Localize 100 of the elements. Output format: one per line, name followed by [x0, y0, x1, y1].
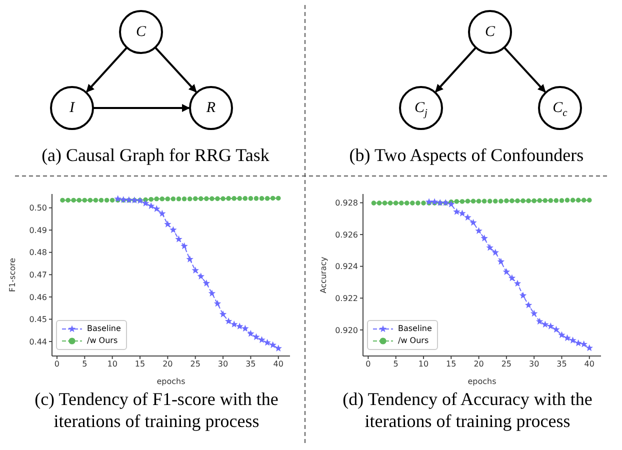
- point: [476, 198, 482, 204]
- point: [252, 333, 260, 340]
- point: [460, 199, 465, 204]
- point: [430, 198, 438, 206]
- point: [376, 200, 382, 206]
- point: [269, 341, 276, 348]
- point: [180, 242, 188, 250]
- point: [570, 198, 576, 203]
- point: [220, 196, 226, 202]
- point: [393, 200, 398, 206]
- x-tick-label: 35: [556, 360, 567, 369]
- graph-node: R: [189, 86, 233, 130]
- y-tick-label: 0.48: [29, 248, 47, 258]
- point: [192, 266, 199, 274]
- y-tick-label: 0.928: [335, 198, 358, 208]
- point: [247, 330, 254, 337]
- graph-node: C: [468, 10, 512, 54]
- point: [242, 324, 249, 332]
- legend-label: Baseline: [398, 323, 432, 335]
- point: [259, 196, 264, 201]
- point: [264, 196, 270, 201]
- point: [454, 199, 460, 204]
- point: [482, 198, 487, 204]
- point: [453, 208, 460, 215]
- y-axis-title: F1-score: [8, 258, 17, 292]
- x-tick-label: 5: [393, 360, 398, 369]
- point: [160, 196, 165, 202]
- x-tick-label: 40: [273, 360, 284, 369]
- y-tick-label: 0.44: [29, 337, 47, 346]
- point: [530, 310, 538, 317]
- point: [398, 200, 404, 206]
- point: [214, 300, 222, 307]
- point: [76, 198, 82, 203]
- y-tick-label: 0.46: [29, 292, 47, 302]
- point: [276, 196, 281, 201]
- y-tick-label: 0.50: [29, 204, 47, 213]
- point: [165, 196, 170, 202]
- point: [232, 196, 236, 201]
- point: [170, 196, 176, 202]
- point: [93, 198, 98, 203]
- point: [532, 198, 536, 204]
- point: [547, 322, 554, 330]
- point: [502, 268, 510, 275]
- point: [274, 344, 282, 352]
- point: [208, 290, 216, 296]
- point: [487, 198, 492, 204]
- y-tick-label: 0.926: [335, 230, 358, 240]
- point: [498, 198, 504, 204]
- point: [580, 340, 588, 348]
- point: [176, 196, 182, 202]
- x-tick-label: 10: [418, 360, 429, 369]
- graph-node: C$_{c}$: [538, 86, 582, 130]
- point: [404, 200, 410, 206]
- x-tick-label: 15: [446, 360, 456, 369]
- point: [226, 196, 231, 201]
- point: [371, 200, 376, 206]
- point: [224, 317, 232, 324]
- point: [236, 322, 244, 330]
- point: [470, 218, 477, 226]
- text: (a) Causal Graph for RRG Task: [40, 145, 270, 166]
- point: [542, 320, 549, 328]
- point: [170, 226, 177, 233]
- point: [537, 198, 542, 203]
- point: [187, 196, 192, 202]
- point: [586, 198, 592, 203]
- point: [410, 200, 415, 206]
- x-tick-label: 10: [107, 360, 118, 369]
- point: [574, 339, 582, 346]
- point: [382, 200, 388, 206]
- x-axis-title: epochs: [156, 377, 186, 386]
- legend-label: /w Ours: [398, 335, 429, 347]
- point: [182, 196, 187, 202]
- point: [586, 344, 593, 352]
- point: [510, 198, 514, 204]
- point: [470, 198, 476, 204]
- x-tick-label: 5: [82, 360, 88, 369]
- point: [475, 227, 482, 234]
- x-tick-label: 20: [474, 360, 484, 369]
- point: [88, 198, 93, 203]
- point: [558, 331, 566, 338]
- point: [465, 198, 470, 204]
- point: [569, 336, 576, 344]
- point: [270, 196, 276, 201]
- y-tick-label: 0.45: [29, 315, 47, 324]
- point: [204, 196, 209, 202]
- point: [71, 198, 76, 203]
- point: [110, 198, 115, 203]
- legend-label: /w Ours: [87, 335, 118, 347]
- point: [142, 200, 150, 206]
- x-tick-label: 35: [246, 360, 256, 369]
- text: (d) Tendency of Accuracy with the iterations of training process: [342, 388, 594, 432]
- point: [197, 272, 204, 280]
- x-tick-label: 0: [366, 360, 371, 369]
- point: [520, 198, 526, 204]
- point: [448, 200, 455, 208]
- point: [104, 198, 110, 203]
- point: [559, 198, 564, 203]
- point: [425, 198, 433, 206]
- x-tick-label: 15: [134, 360, 146, 369]
- x-tick-label: 20: [162, 360, 173, 369]
